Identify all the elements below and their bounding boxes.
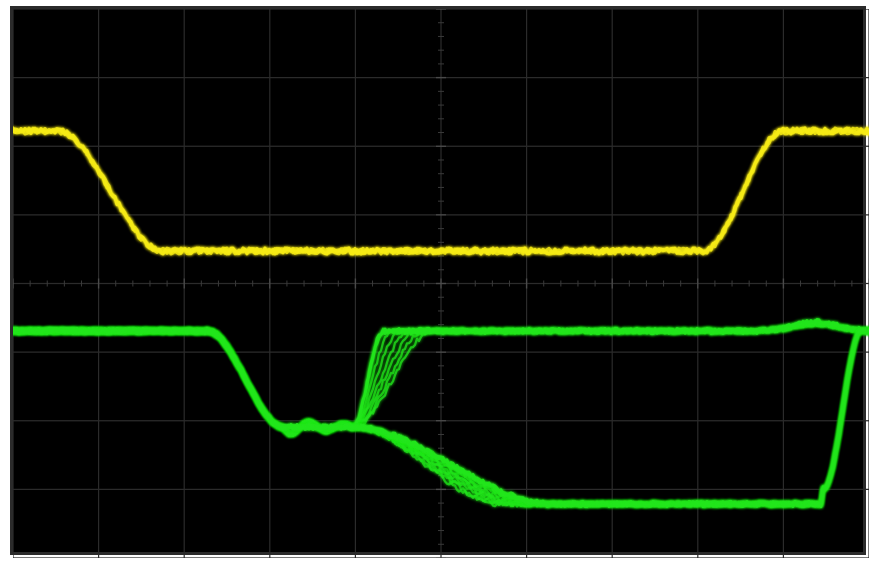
- oscilloscope-screenshot: [0, 0, 876, 561]
- scope-plot: [13, 9, 869, 558]
- scope-display-frame: [10, 6, 866, 555]
